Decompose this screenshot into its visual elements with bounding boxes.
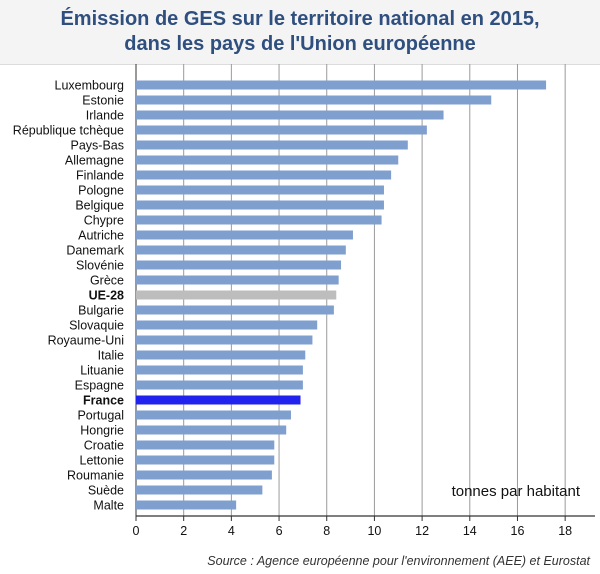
category-label: République tchèque bbox=[13, 124, 124, 138]
category-label: Luxembourg bbox=[55, 79, 125, 93]
unit-label: tonnes par habitant bbox=[452, 483, 581, 500]
bar bbox=[136, 455, 275, 465]
x-tick-label: 6 bbox=[276, 524, 283, 538]
category-label: Hongrie bbox=[80, 424, 124, 438]
category-label: Danemark bbox=[66, 244, 124, 258]
x-tick-label: 0 bbox=[133, 524, 140, 538]
category-label: Lituanie bbox=[80, 364, 124, 378]
bar bbox=[136, 245, 346, 255]
x-tick-label: 8 bbox=[323, 524, 330, 538]
bar bbox=[136, 260, 342, 270]
category-label: Pologne bbox=[78, 184, 124, 198]
x-tick-label: 10 bbox=[367, 524, 381, 538]
bar bbox=[136, 275, 339, 285]
bar bbox=[136, 80, 547, 90]
chart-source: Source : Agence européenne pour l'enviro… bbox=[207, 554, 590, 568]
category-label: Malte bbox=[93, 499, 124, 513]
x-tick-label: 4 bbox=[228, 524, 235, 538]
bar bbox=[136, 155, 399, 165]
category-label: Allemagne bbox=[65, 154, 124, 168]
bar bbox=[136, 320, 318, 330]
category-label: Chypre bbox=[84, 214, 124, 228]
category-label: Finlande bbox=[76, 169, 124, 183]
category-label: Royaume-Uni bbox=[48, 334, 124, 348]
bar bbox=[136, 335, 313, 345]
bar bbox=[136, 110, 444, 120]
x-tick-label: 2 bbox=[180, 524, 187, 538]
category-label: Autriche bbox=[78, 229, 124, 243]
bar bbox=[136, 290, 337, 300]
category-label: Estonie bbox=[82, 94, 124, 108]
chart-title-line-2: dans les pays de l'Union européenne bbox=[124, 33, 476, 55]
category-label: Lettonie bbox=[80, 454, 125, 468]
x-tick-label: 16 bbox=[511, 524, 525, 538]
bar bbox=[136, 125, 427, 135]
category-label: Bulgarie bbox=[78, 304, 124, 318]
bar bbox=[136, 170, 392, 180]
bar bbox=[136, 440, 275, 450]
category-label: Suède bbox=[88, 484, 124, 498]
category-label: Slovénie bbox=[76, 259, 124, 273]
bar bbox=[136, 485, 263, 495]
bar bbox=[136, 395, 301, 405]
category-label: France bbox=[83, 394, 124, 408]
x-tick-label: 14 bbox=[463, 524, 477, 538]
bar bbox=[136, 200, 384, 210]
category-label: Pays-Bas bbox=[71, 139, 125, 153]
bar bbox=[136, 305, 334, 315]
bar bbox=[136, 95, 492, 105]
category-label: Portugal bbox=[77, 409, 124, 423]
category-label: Italie bbox=[98, 349, 124, 363]
category-label: UE-28 bbox=[89, 289, 124, 303]
category-label: Irlande bbox=[86, 109, 124, 123]
bar bbox=[136, 140, 408, 150]
x-tick-label: 18 bbox=[558, 524, 572, 538]
bar bbox=[136, 185, 384, 195]
bar bbox=[136, 410, 291, 420]
category-label: Espagne bbox=[75, 379, 124, 393]
bar bbox=[136, 500, 237, 510]
bar bbox=[136, 380, 303, 390]
category-label: Belgique bbox=[75, 199, 124, 213]
bar bbox=[136, 230, 353, 240]
category-label: Slovaquie bbox=[69, 319, 124, 333]
category-label: Roumanie bbox=[67, 469, 124, 483]
bar bbox=[136, 470, 272, 480]
bar bbox=[136, 215, 382, 225]
bar bbox=[136, 350, 306, 360]
category-label: Croatie bbox=[84, 439, 124, 453]
chart-header: Émission de GES sur le territoire nation… bbox=[0, 0, 600, 65]
bar bbox=[136, 365, 303, 375]
bar bbox=[136, 425, 287, 435]
x-tick-label: 12 bbox=[415, 524, 429, 538]
category-label: Grèce bbox=[90, 274, 124, 288]
chart-title-line-1: Émission de GES sur le territoire nation… bbox=[60, 8, 540, 30]
